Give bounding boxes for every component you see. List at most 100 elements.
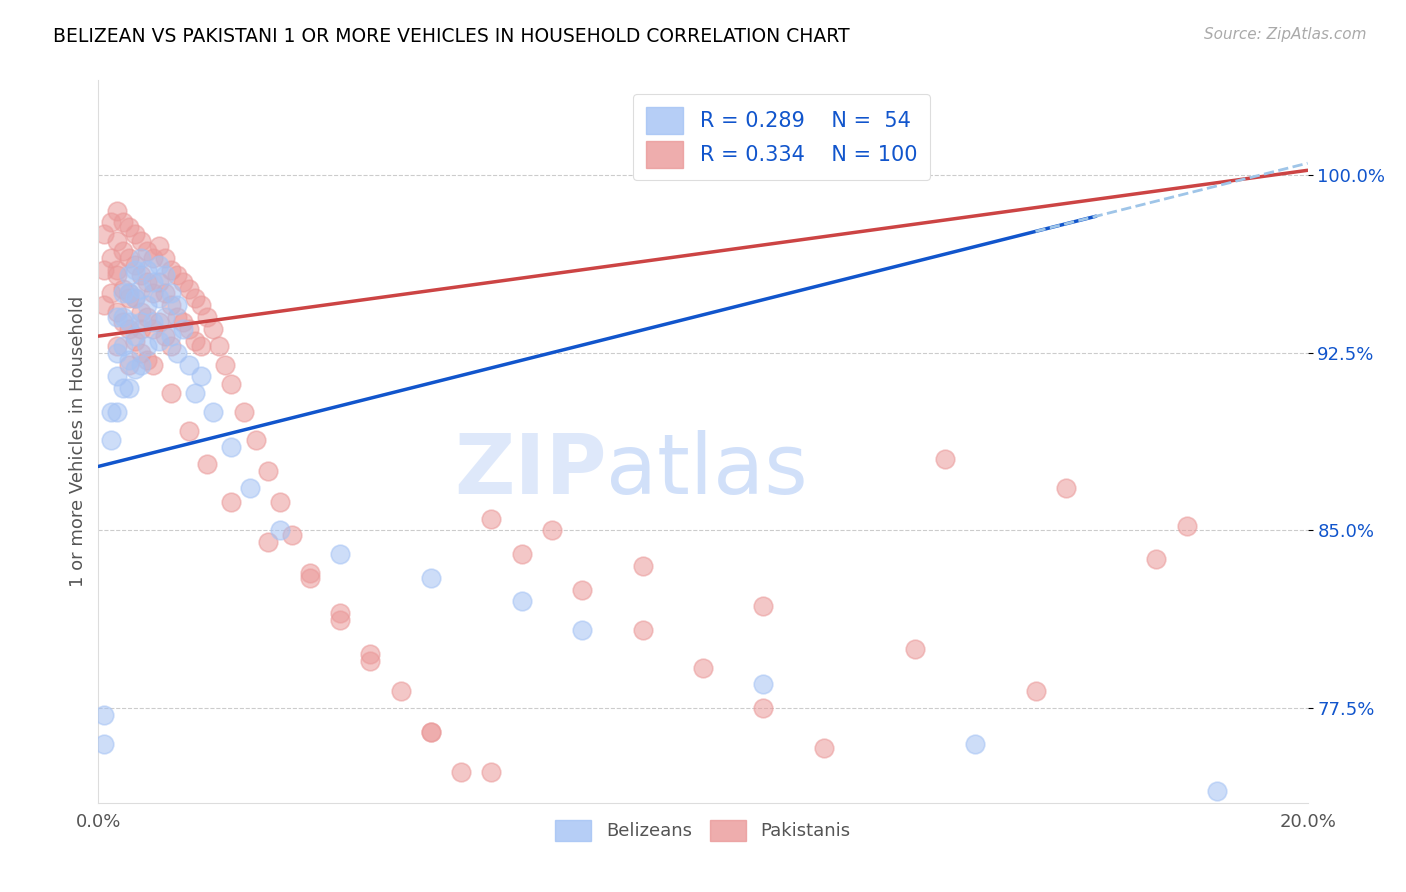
Point [153, 286, 176, 301]
Point [360, 647, 382, 661]
Point [111, 381, 134, 395]
Point [129, 305, 152, 319]
Text: BELIZEAN VS PAKISTANI 1 OR MORE VEHICLES IN HOUSEHOLD CORRELATION CHART: BELIZEAN VS PAKISTANI 1 OR MORE VEHICLES… [53, 27, 851, 45]
Point [172, 322, 194, 336]
Point [105, 235, 128, 249]
Point [129, 322, 152, 336]
Point [934, 452, 956, 467]
Point [389, 684, 412, 698]
Point [105, 369, 128, 384]
Point [93, 708, 115, 723]
Point [111, 286, 134, 301]
Point [93, 227, 115, 242]
Point [1206, 784, 1229, 798]
Point [166, 298, 188, 312]
Point [160, 329, 183, 343]
Point [813, 741, 835, 756]
Point [118, 286, 141, 301]
Point [1144, 551, 1167, 566]
Point [153, 251, 176, 265]
Point [129, 235, 152, 249]
Point [329, 614, 352, 628]
Point [142, 286, 165, 301]
Point [172, 275, 194, 289]
Point [129, 358, 152, 372]
Point [124, 262, 146, 277]
Point [118, 381, 141, 395]
Point [124, 227, 146, 242]
Point [692, 661, 714, 675]
Point [93, 298, 115, 312]
Point [202, 322, 225, 336]
Point [111, 338, 134, 352]
Point [129, 282, 152, 296]
Point [1175, 518, 1198, 533]
Point [142, 358, 165, 372]
Point [190, 338, 212, 352]
Point [631, 623, 654, 637]
Point [153, 268, 176, 282]
Point [148, 239, 170, 253]
Point [129, 345, 152, 359]
Point [232, 405, 254, 419]
Point [256, 464, 278, 478]
Point [118, 291, 141, 305]
Point [100, 251, 122, 265]
Point [179, 358, 201, 372]
Point [752, 701, 775, 715]
Point [510, 547, 533, 561]
Point [481, 511, 503, 525]
Point [160, 262, 183, 277]
Point [105, 203, 128, 218]
Point [190, 298, 212, 312]
Point [124, 291, 146, 305]
Point [118, 251, 141, 265]
Point [166, 310, 188, 325]
Point [111, 244, 134, 258]
Point [100, 286, 122, 301]
Point [221, 441, 243, 455]
Point [221, 495, 243, 509]
Text: ZIP: ZIP [454, 430, 606, 511]
Point [93, 737, 115, 751]
Point [153, 310, 176, 325]
Point [105, 268, 128, 282]
Point [214, 358, 236, 372]
Point [148, 275, 170, 289]
Point [135, 244, 157, 258]
Point [129, 315, 152, 329]
Point [571, 582, 593, 597]
Point [100, 215, 122, 229]
Text: atlas: atlas [606, 430, 808, 511]
Point [148, 291, 170, 305]
Point [135, 262, 157, 277]
Point [105, 338, 128, 352]
Point [269, 524, 291, 538]
Point [105, 345, 128, 359]
Point [135, 352, 157, 367]
Point [148, 315, 170, 329]
Point [245, 434, 267, 448]
Point [481, 764, 503, 779]
Point [195, 310, 218, 325]
Point [329, 547, 352, 561]
Point [142, 322, 165, 336]
Point [124, 329, 146, 343]
Point [256, 535, 278, 549]
Point [105, 310, 128, 325]
Point [124, 291, 146, 305]
Point [166, 268, 188, 282]
Point [111, 282, 134, 296]
Point [420, 724, 443, 739]
Point [179, 322, 201, 336]
Point [172, 315, 194, 329]
Point [571, 623, 593, 637]
Point [118, 322, 141, 336]
Point [450, 764, 472, 779]
Legend: Belizeans, Pakistanis: Belizeans, Pakistanis [548, 813, 858, 848]
Point [124, 258, 146, 272]
Point [142, 275, 165, 289]
Point [904, 641, 927, 656]
Point [105, 405, 128, 419]
Point [965, 737, 987, 751]
